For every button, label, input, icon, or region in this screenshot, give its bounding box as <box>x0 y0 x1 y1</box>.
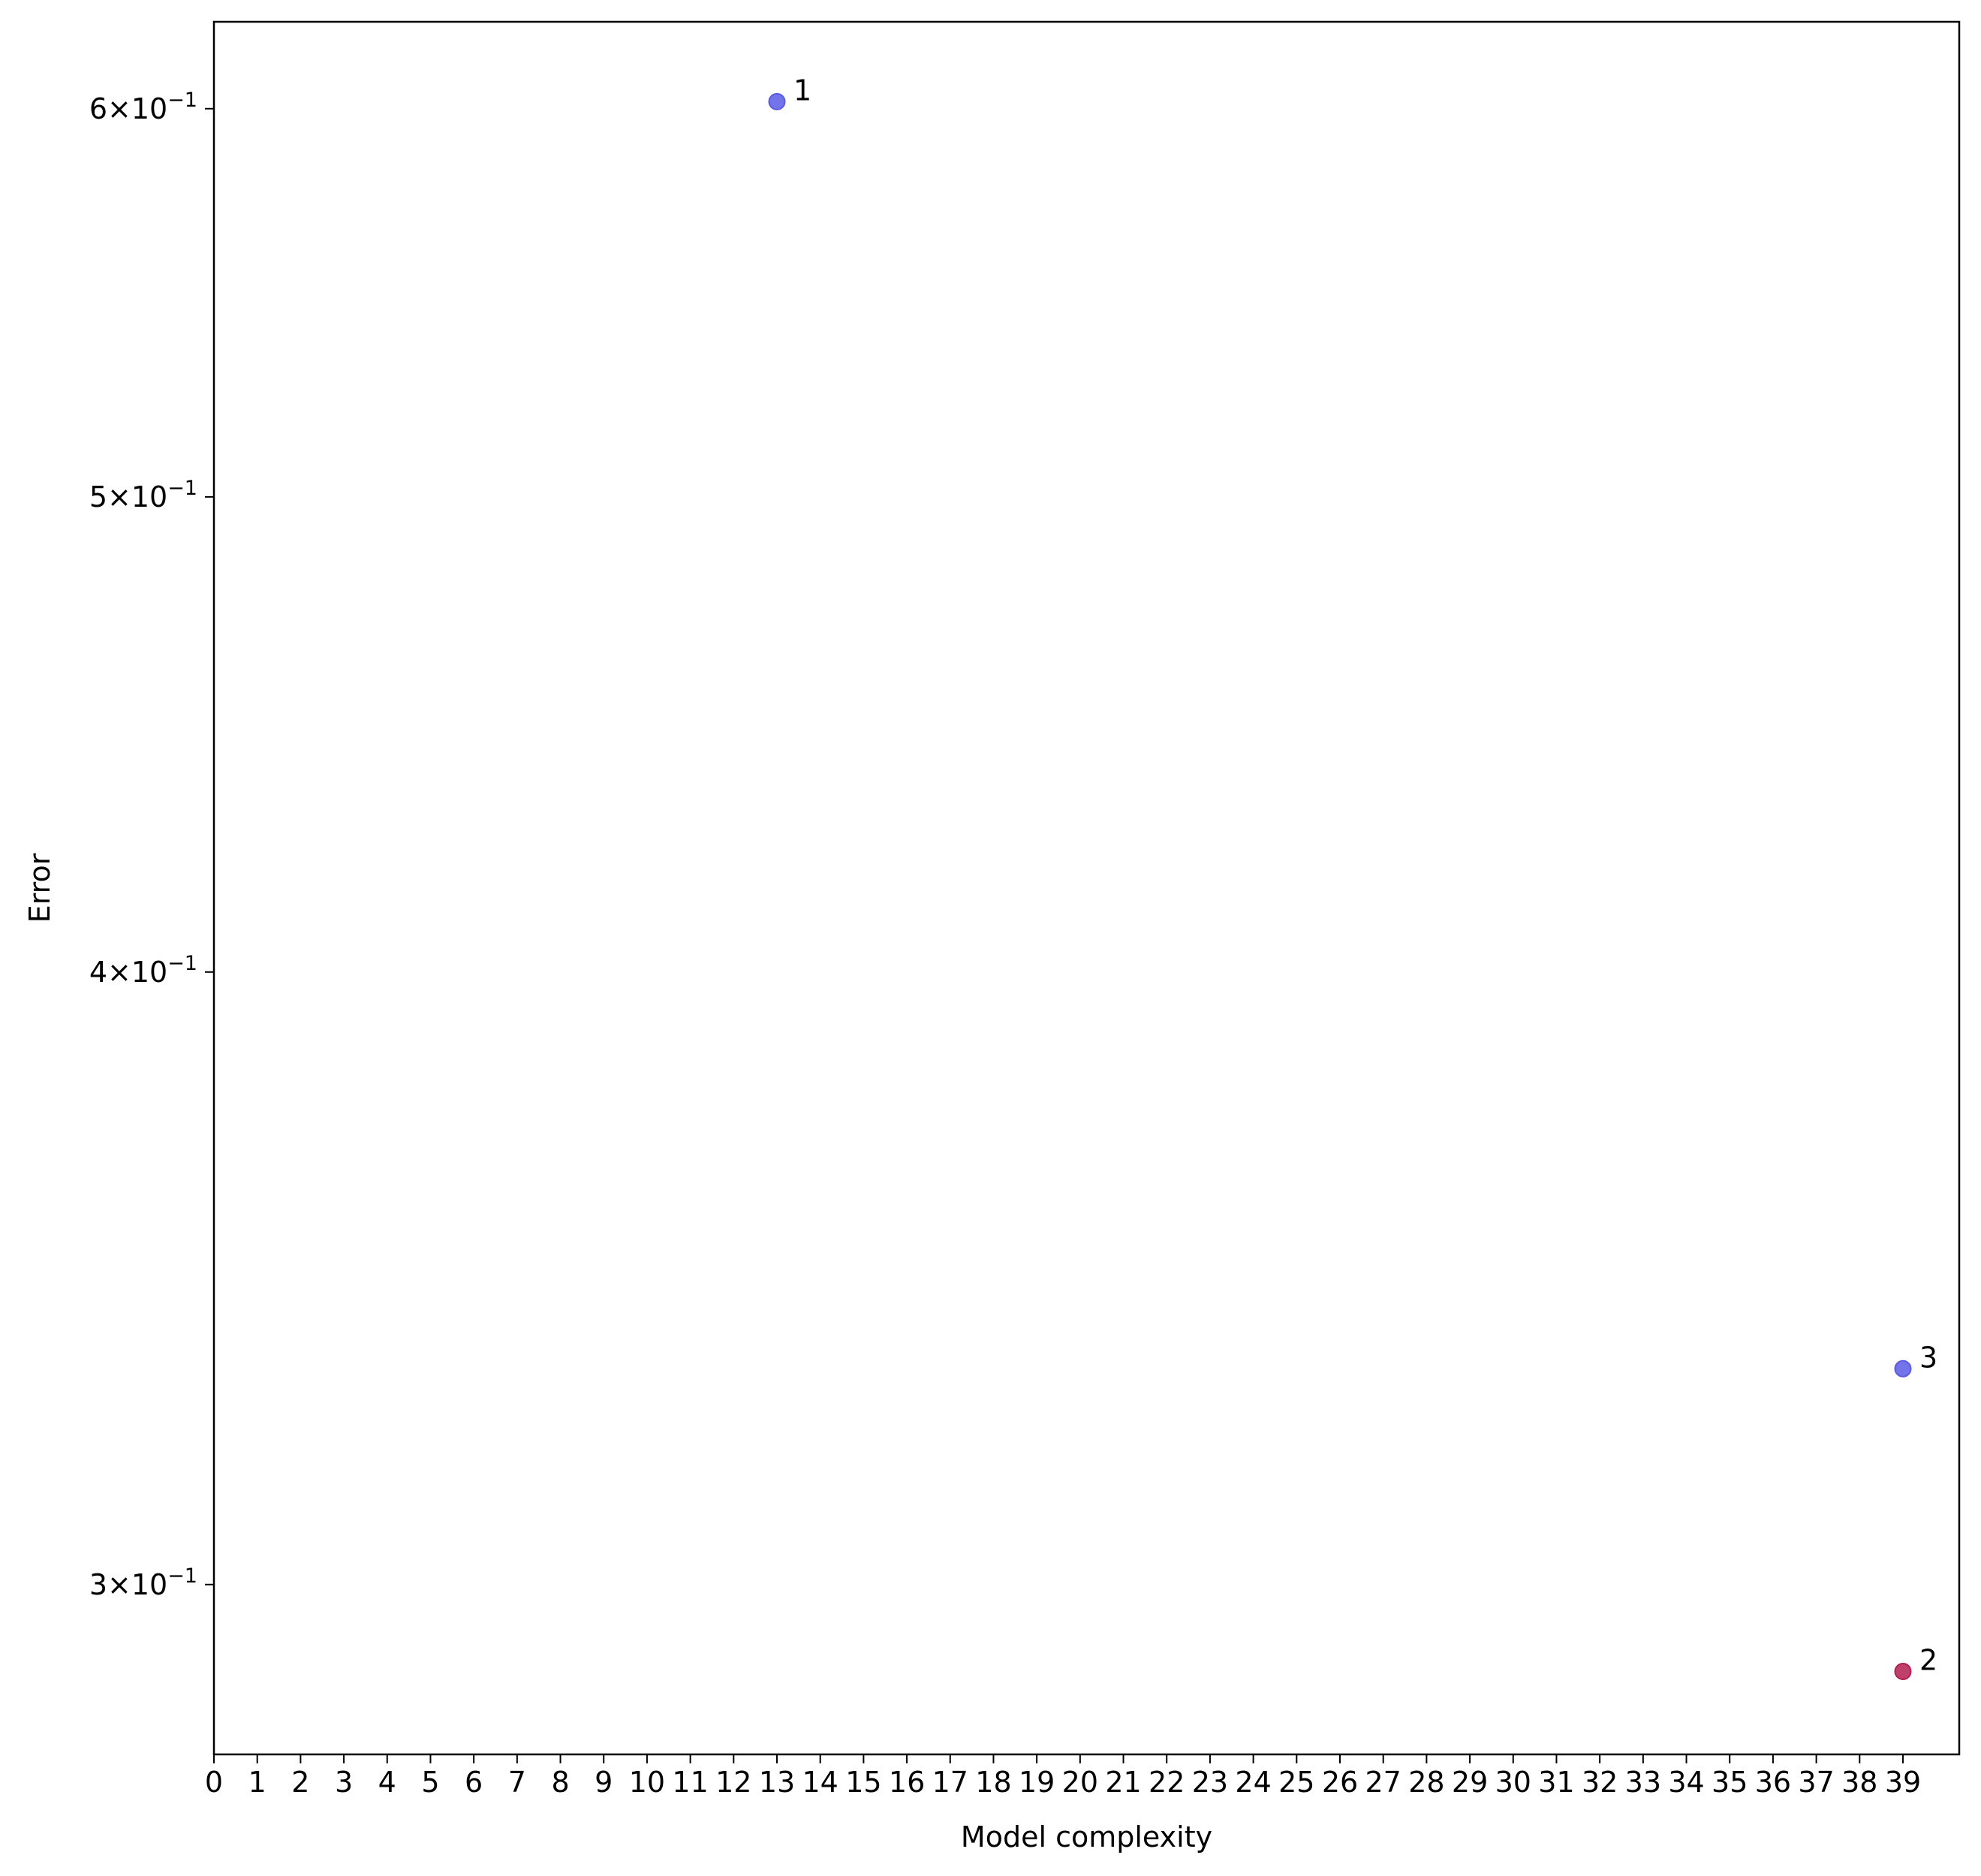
x-tick-label: 33 <box>1625 1766 1661 1799</box>
x-tick-label: 36 <box>1755 1766 1791 1799</box>
x-tick-label: 21 <box>1105 1766 1141 1799</box>
x-tick-label: 14 <box>802 1766 838 1799</box>
data-point-1 <box>768 92 786 110</box>
point-label-2: 2 <box>1919 1644 1937 1677</box>
x-tick-label: 32 <box>1582 1766 1618 1799</box>
x-tick-label: 24 <box>1235 1766 1271 1799</box>
x-tick-label: 7 <box>508 1766 526 1799</box>
x-tick-label: 26 <box>1322 1766 1358 1799</box>
x-tick-label: 0 <box>205 1766 223 1799</box>
x-tick-label: 12 <box>715 1766 751 1799</box>
x-tick-label: 1 <box>248 1766 266 1799</box>
data-point-3 <box>1894 1360 1912 1378</box>
data-points: 1 3 2 <box>768 74 1937 1681</box>
x-tick-label: 34 <box>1668 1766 1704 1799</box>
y-tick-label: 6×10−1 <box>89 89 197 125</box>
x-tick-label: 38 <box>1841 1766 1877 1799</box>
x-tick-label: 11 <box>672 1766 708 1799</box>
x-tick-label: 22 <box>1149 1766 1185 1799</box>
y-axis-label: Error <box>23 853 56 923</box>
x-tick-label: 19 <box>1019 1766 1055 1799</box>
x-tick-label: 10 <box>629 1766 665 1799</box>
x-tick-label: 31 <box>1538 1766 1574 1799</box>
x-tick-label: 30 <box>1495 1766 1531 1799</box>
x-tick-label: 3 <box>335 1766 353 1799</box>
y-tick-label: 4×10−1 <box>89 952 197 989</box>
x-tick-label: 23 <box>1192 1766 1228 1799</box>
y-axis: 3×10−1 4×10−1 5×10−1 6×10−1 <box>89 89 214 1601</box>
x-tick-label: 35 <box>1712 1766 1748 1799</box>
x-tick-label: 16 <box>889 1766 925 1799</box>
y-tick-label: 3×10−1 <box>89 1564 197 1601</box>
x-tick-label: 39 <box>1885 1766 1921 1799</box>
x-tick-label: 6 <box>465 1766 483 1799</box>
x-tick-label: 17 <box>932 1766 968 1799</box>
x-tick-label: 28 <box>1408 1766 1444 1799</box>
x-tick-label: 20 <box>1062 1766 1098 1799</box>
x-tick-label: 18 <box>975 1766 1011 1799</box>
x-tick-label: 27 <box>1365 1766 1401 1799</box>
point-label-3: 3 <box>1919 1341 1937 1374</box>
y-tick-label: 5×10−1 <box>89 477 197 513</box>
x-axis-label: Model complexity <box>961 1820 1212 1853</box>
x-tick-label: 15 <box>845 1766 881 1799</box>
x-tick-label: 9 <box>595 1766 613 1799</box>
x-tick-label: 2 <box>291 1766 309 1799</box>
x-tick-label: 25 <box>1278 1766 1314 1799</box>
point-label-1: 1 <box>793 74 811 107</box>
data-point-2 <box>1894 1663 1912 1681</box>
x-tick-label: 8 <box>551 1766 569 1799</box>
plot-frame <box>212 20 1961 1756</box>
x-axis: 0 1 2 3 4 5 6 7 8 9 10 11 12 13 14 15 16 17 18 19 20 21 22 23 24… <box>205 1754 1921 1799</box>
x-tick-label: 5 <box>421 1766 439 1799</box>
x-tick-label: 29 <box>1452 1766 1488 1799</box>
x-tick-label: 4 <box>378 1766 396 1799</box>
x-tick-label: 37 <box>1798 1766 1834 1799</box>
x-tick-label: 13 <box>759 1766 795 1799</box>
plot-area <box>212 20 1961 1756</box>
